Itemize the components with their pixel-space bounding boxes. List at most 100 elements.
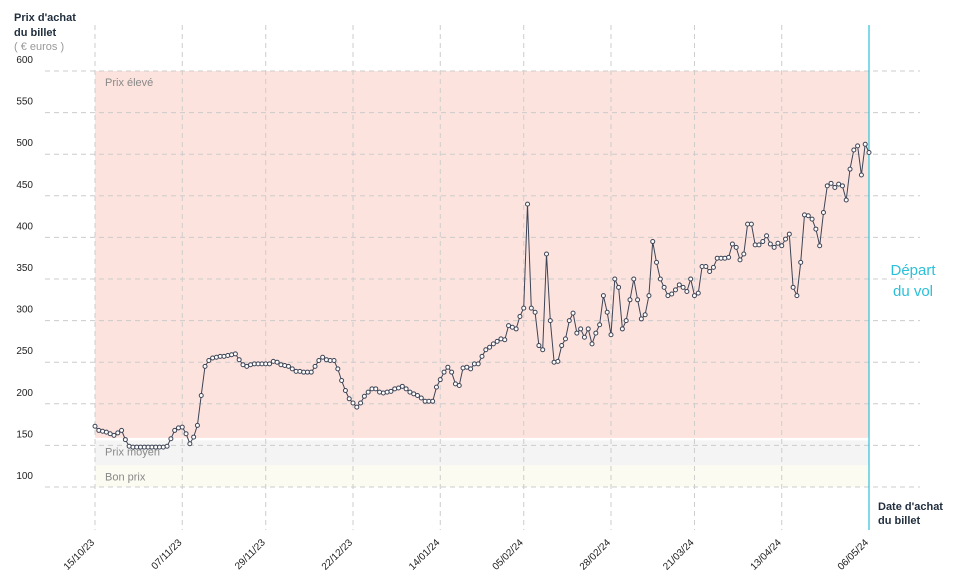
price-point: [794, 293, 800, 299]
price-point: [726, 254, 732, 260]
price-point: [388, 388, 394, 394]
price-point: [589, 341, 595, 347]
price-point: [179, 424, 185, 430]
price-point: [741, 251, 747, 257]
price-point: [312, 363, 318, 369]
price-point: [600, 293, 606, 299]
price-point: [570, 310, 576, 316]
y-tick-label: 550: [16, 97, 33, 108]
price-point: [832, 184, 838, 190]
x-axis-title: Date d'achat: [878, 501, 943, 513]
price-point: [490, 341, 496, 347]
price-point: [817, 243, 823, 249]
price-point: [578, 326, 584, 332]
price-point: [437, 377, 443, 383]
price-point: [415, 392, 420, 398]
price-point: [562, 336, 568, 342]
price-point: [168, 436, 174, 442]
price-point: [839, 183, 845, 189]
price-band: [95, 440, 869, 466]
price-point: [172, 427, 178, 433]
price-point: [616, 284, 622, 290]
price-point: [331, 358, 337, 364]
price-point: [475, 361, 481, 367]
price-point: [342, 387, 348, 393]
price-point: [593, 330, 599, 336]
price-point: [346, 396, 352, 402]
price-point: [316, 358, 322, 364]
price-point: [657, 276, 663, 282]
price-point: [164, 443, 170, 449]
price-point: [748, 221, 754, 227]
price-point: [646, 293, 652, 299]
price-point: [771, 244, 777, 250]
x-tick-label: 15/10/23: [62, 537, 98, 573]
price-point: [608, 332, 614, 338]
price-point: [468, 366, 474, 372]
price-point: [289, 366, 295, 372]
price-point: [399, 383, 405, 389]
y-tick-label: 450: [16, 180, 33, 191]
x-tick-label: 14/01/24: [407, 537, 443, 573]
price-point: [194, 422, 200, 428]
price-point: [798, 259, 804, 265]
price-point: [756, 242, 762, 248]
x-tick-label: 28/02/24: [578, 537, 614, 573]
price-point: [536, 343, 542, 349]
band-label: Bon prix: [105, 471, 146, 483]
x-tick-label: 21/03/24: [661, 537, 697, 573]
price-point: [703, 264, 709, 270]
price-point: [456, 382, 462, 388]
price-point: [187, 441, 193, 447]
price-point: [358, 400, 364, 406]
y-tick-label: 150: [16, 429, 33, 440]
price-point: [707, 269, 713, 275]
x-tick-label: 22/12/23: [320, 537, 356, 573]
price-point: [202, 363, 208, 369]
price-point: [654, 259, 660, 265]
departure-label: Départ: [890, 262, 936, 279]
price-point: [445, 364, 451, 370]
price-point: [733, 244, 739, 250]
price-point: [308, 369, 314, 375]
price-point: [335, 366, 341, 372]
price-point: [354, 404, 360, 410]
price-point: [544, 251, 549, 257]
price-point: [729, 241, 735, 247]
price-point: [824, 183, 830, 189]
x-tick-label: 13/04/24: [749, 537, 785, 573]
price-band: [95, 465, 869, 487]
price-point: [532, 309, 538, 315]
price-point: [627, 297, 633, 303]
price-point: [851, 147, 857, 153]
price-point: [350, 400, 356, 406]
price-point: [339, 378, 345, 384]
price-point: [828, 180, 834, 186]
price-point: [684, 288, 690, 294]
price-point: [710, 264, 716, 270]
price-point: [479, 353, 485, 359]
price-point: [418, 395, 424, 401]
x-tick-label: 29/11/23: [233, 537, 268, 572]
price-point: [764, 233, 770, 239]
price-point: [183, 431, 189, 437]
price-point: [631, 276, 637, 282]
price-point: [688, 276, 694, 282]
y-axis-unit: ( € euros ): [14, 41, 64, 53]
y-axis-title: Prix d'achat: [14, 12, 76, 24]
price-point: [783, 236, 789, 242]
price-point: [521, 305, 527, 311]
price-point: [430, 398, 436, 404]
price-point: [642, 312, 648, 318]
y-tick-label: 100: [16, 471, 33, 482]
price-point: [597, 322, 603, 328]
y-tick-label: 400: [16, 221, 33, 232]
price-point: [525, 201, 531, 207]
price-point: [737, 257, 743, 263]
x-axis-title: du billet: [878, 515, 921, 527]
y-tick-label: 300: [16, 305, 33, 316]
price-point: [517, 313, 523, 319]
price-point: [206, 358, 212, 364]
price-point: [843, 197, 849, 203]
